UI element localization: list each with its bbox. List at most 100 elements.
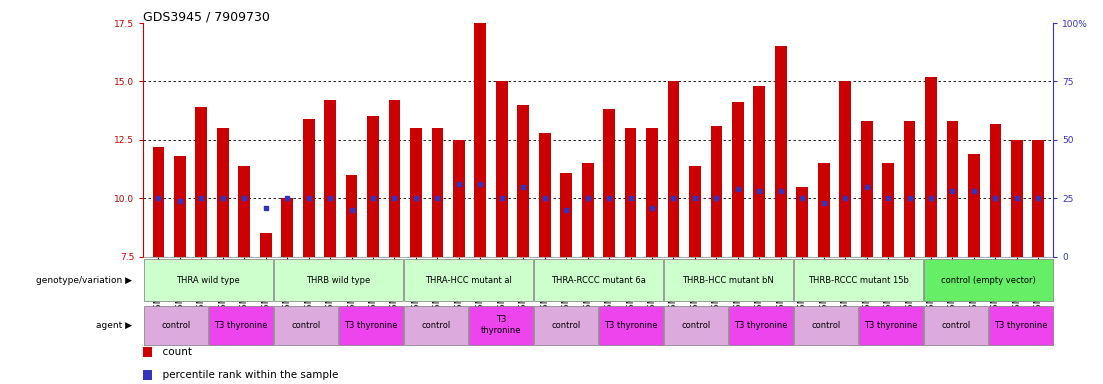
Text: genotype/variation ▶: genotype/variation ▶ — [36, 276, 132, 285]
Point — [836, 195, 854, 201]
Bar — [817, 163, 829, 257]
Text: percentile rank within the sample: percentile rank within the sample — [156, 370, 338, 380]
Text: control (empty vector): control (empty vector) — [941, 276, 1036, 285]
Text: control: control — [941, 321, 971, 329]
Text: T3 thyronine: T3 thyronine — [735, 321, 788, 329]
FancyBboxPatch shape — [924, 306, 988, 344]
FancyBboxPatch shape — [143, 306, 208, 344]
Point — [514, 184, 532, 190]
Text: control: control — [421, 321, 450, 329]
Text: control: control — [552, 321, 580, 329]
Bar — [689, 166, 700, 257]
Bar — [195, 107, 207, 257]
Bar — [1011, 140, 1022, 257]
Point — [665, 195, 683, 201]
Text: count: count — [156, 347, 192, 357]
Point — [643, 205, 661, 211]
Bar — [775, 46, 786, 257]
Text: THRA-RCCC mutant 6a: THRA-RCCC mutant 6a — [550, 276, 646, 285]
Text: agent ▶: agent ▶ — [96, 321, 132, 329]
Point — [214, 195, 232, 201]
Text: T3 thyronine: T3 thyronine — [604, 321, 657, 329]
Point — [879, 195, 897, 201]
FancyBboxPatch shape — [534, 259, 663, 301]
Bar — [860, 121, 872, 257]
FancyBboxPatch shape — [339, 306, 403, 344]
Bar — [989, 124, 1002, 257]
Bar — [624, 128, 636, 257]
Bar — [753, 86, 765, 257]
Text: control: control — [682, 321, 710, 329]
Point — [815, 200, 833, 206]
FancyBboxPatch shape — [729, 306, 793, 344]
Point — [235, 195, 253, 201]
Bar — [710, 126, 722, 257]
Point — [858, 184, 876, 190]
Bar — [667, 81, 679, 257]
FancyBboxPatch shape — [988, 306, 1053, 344]
FancyBboxPatch shape — [859, 306, 923, 344]
Point — [407, 195, 425, 201]
Point — [1008, 195, 1026, 201]
Text: THRB-HCC mutant bN: THRB-HCC mutant bN — [683, 276, 774, 285]
Point — [750, 188, 768, 194]
Text: control: control — [291, 321, 321, 329]
Point — [278, 195, 296, 201]
Bar — [1032, 140, 1045, 257]
FancyBboxPatch shape — [274, 259, 403, 301]
FancyBboxPatch shape — [599, 306, 663, 344]
Bar — [882, 163, 895, 257]
FancyBboxPatch shape — [534, 306, 598, 344]
Text: GDS3945 / 7909730: GDS3945 / 7909730 — [143, 10, 270, 23]
Bar — [968, 154, 979, 257]
Bar — [646, 128, 657, 257]
Bar — [260, 233, 271, 257]
Point — [343, 207, 361, 213]
Point — [364, 195, 382, 201]
FancyBboxPatch shape — [404, 259, 533, 301]
Bar — [517, 105, 529, 257]
Bar — [238, 166, 250, 257]
Point — [622, 195, 640, 201]
Bar — [581, 163, 593, 257]
Point — [579, 195, 597, 201]
Bar — [302, 119, 314, 257]
Bar — [453, 140, 464, 257]
Text: THRB wild type: THRB wild type — [307, 276, 371, 285]
Point — [471, 181, 489, 187]
Text: T3 thyronine: T3 thyronine — [864, 321, 918, 329]
Bar — [796, 187, 808, 257]
Point — [686, 195, 704, 201]
FancyBboxPatch shape — [664, 306, 728, 344]
Bar — [345, 175, 357, 257]
Point — [257, 205, 275, 211]
Point — [493, 195, 511, 201]
Bar — [539, 133, 550, 257]
Bar — [560, 172, 572, 257]
Text: T3 thyronine: T3 thyronine — [344, 321, 398, 329]
FancyBboxPatch shape — [404, 306, 468, 344]
Point — [1029, 195, 1047, 201]
Point — [557, 207, 575, 213]
Point — [729, 186, 747, 192]
Point — [300, 195, 318, 201]
Bar — [388, 100, 400, 257]
Text: T3
thyronine: T3 thyronine — [481, 315, 521, 335]
Point — [386, 195, 404, 201]
Text: THRB-RCCC mutant 15b: THRB-RCCC mutant 15b — [807, 276, 909, 285]
Point — [965, 188, 983, 194]
FancyBboxPatch shape — [274, 306, 338, 344]
Text: control: control — [811, 321, 840, 329]
Text: THRA wild type: THRA wild type — [176, 276, 240, 285]
Point — [150, 195, 168, 201]
Bar — [431, 128, 443, 257]
Bar — [174, 156, 185, 257]
FancyBboxPatch shape — [924, 259, 1053, 301]
Point — [901, 195, 919, 201]
Bar — [946, 121, 959, 257]
Point — [429, 195, 447, 201]
Bar — [410, 128, 421, 257]
Point — [772, 188, 790, 194]
Point — [986, 195, 1004, 201]
Text: T3 thyronine: T3 thyronine — [214, 321, 268, 329]
